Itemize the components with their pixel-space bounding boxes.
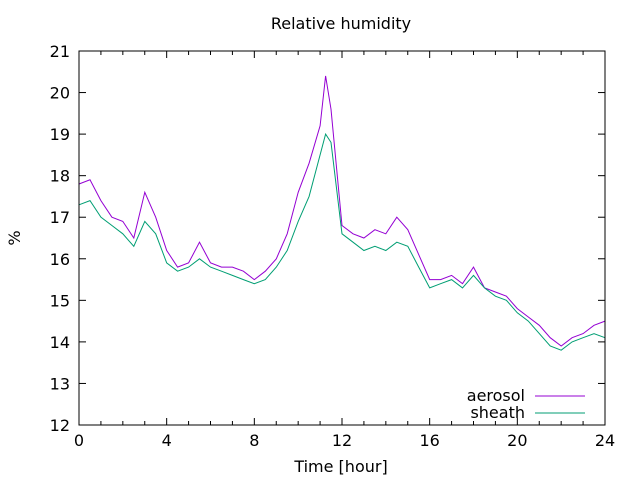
- x-tick-label: 24: [595, 431, 615, 450]
- axis-ticks: 0 4 8 12 16 20 24 12 13 14 15 16 17 18 19 20 21: [50, 42, 616, 450]
- y-tick-label: 13: [50, 374, 70, 393]
- plot-frame: [78, 50, 606, 426]
- legend-label-aerosol: aerosol: [467, 386, 525, 405]
- y-tick-label: 15: [50, 291, 70, 310]
- y-tick-label: 17: [50, 208, 70, 227]
- series-line-sheath: [78, 132, 606, 351]
- series-lines: [78, 75, 606, 351]
- x-axis-label: Time [hour]: [293, 457, 387, 476]
- y-axis-label: %: [5, 230, 24, 245]
- y-tick-label: 18: [50, 167, 70, 186]
- x-tick-label: 0: [74, 431, 84, 450]
- legend: aerosol sheath: [467, 386, 585, 422]
- y-tick-label: 16: [50, 250, 70, 269]
- y-tick-label: 14: [50, 333, 70, 352]
- series-line-aerosol: [78, 75, 606, 347]
- x-tick-label: 20: [507, 431, 527, 450]
- x-tick-label: 4: [162, 431, 172, 450]
- y-tick-label: 20: [50, 84, 70, 103]
- x-tick-label: 8: [249, 431, 259, 450]
- legend-label-sheath: sheath: [470, 403, 525, 422]
- chart-title: Relative humidity: [271, 14, 411, 33]
- y-tick-label: 12: [50, 416, 70, 435]
- y-tick-label: 19: [50, 125, 70, 144]
- y-tick-label: 21: [50, 42, 70, 61]
- x-tick-label: 16: [419, 431, 439, 450]
- x-tick-label: 12: [332, 431, 352, 450]
